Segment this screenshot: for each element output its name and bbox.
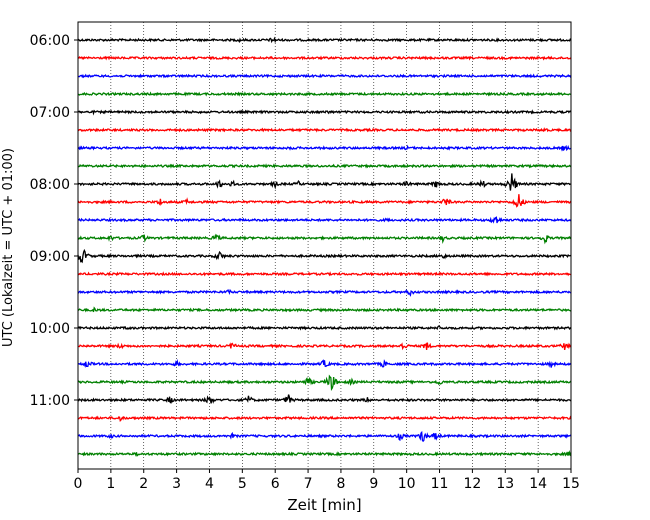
x-tick-label: 2 (139, 476, 148, 492)
trace-0945 (77, 306, 572, 313)
trace-0815 (77, 194, 572, 208)
x-tick-label: 15 (562, 476, 580, 492)
x-tick-label: 12 (463, 476, 481, 492)
x-tick-label: 1 (106, 476, 115, 492)
trace-0730 (77, 144, 572, 152)
x-tick-label: 9 (369, 476, 378, 492)
y-axis-ticks: 06:00 07:00 08:00 09:00 10:00 11:00 (30, 33, 78, 409)
trace-1100 (77, 394, 572, 404)
x-tick-label: 13 (496, 476, 514, 492)
y-tick-label: 08:00 (30, 177, 70, 193)
trace-0600 (77, 36, 572, 44)
x-tick-label: 3 (172, 476, 181, 492)
trace-0700 (77, 109, 572, 116)
x-axis-ticks: 0 1 2 3 4 5 6 7 8 9 10 11 12 13 14 15 (74, 469, 580, 492)
trace-0830 (77, 216, 572, 224)
trace-0630 (77, 73, 572, 79)
y-axis-label: UTC (Lokalzeit = UTC + 01:00) (1, 148, 16, 347)
trace-1000 (77, 325, 572, 331)
trace-1045 (77, 374, 572, 391)
trace-1015 (77, 342, 572, 351)
trace-1130 (77, 430, 572, 443)
x-tick-label: 7 (304, 476, 313, 492)
x-axis-label: Zeit [min] (287, 496, 361, 514)
x-tick-label: 5 (238, 476, 247, 492)
x-tick-label: 6 (271, 476, 280, 492)
y-tick-label: 10:00 (30, 321, 70, 337)
trace-0900 (77, 248, 572, 264)
y-tick-label: 11:00 (30, 393, 70, 409)
trace-0615 (77, 55, 572, 61)
trace-0845 (77, 233, 572, 245)
vertical-grid (110, 22, 539, 469)
trace-0930 (77, 288, 572, 297)
trace-1030 (77, 358, 572, 369)
x-tick-label: 10 (398, 476, 416, 492)
trace-1115 (77, 415, 572, 423)
x-tick-label: 4 (205, 476, 214, 492)
y-tick-label: 06:00 (30, 33, 70, 49)
x-tick-label: 0 (74, 476, 83, 492)
trace-1145 (77, 450, 572, 457)
x-tick-label: 11 (431, 476, 449, 492)
y-tick-label: 09:00 (30, 249, 70, 265)
x-tick-label: 8 (336, 476, 345, 492)
trace-0915 (77, 271, 572, 277)
trace-0745 (77, 163, 572, 169)
trace-0800 (77, 173, 572, 191)
y-tick-label: 07:00 (30, 105, 70, 121)
x-tick-label: 14 (529, 476, 547, 492)
trace-0645 (77, 91, 572, 97)
seismogram-traces (77, 36, 572, 457)
plot-frame (77, 21, 572, 470)
trace-0715 (77, 127, 572, 133)
